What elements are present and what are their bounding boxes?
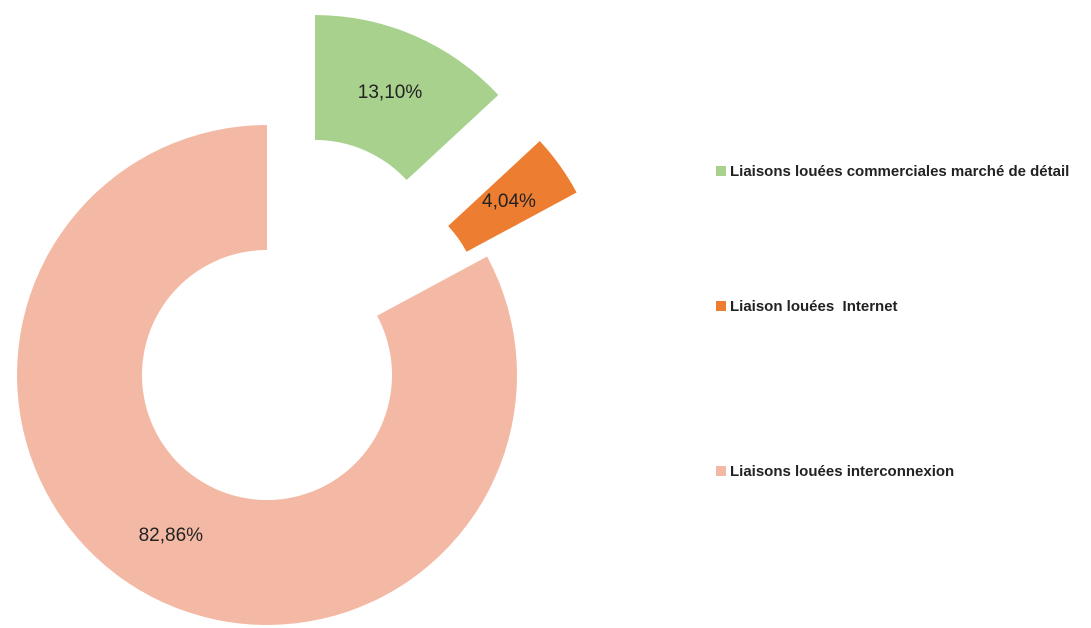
donut-slice bbox=[315, 15, 499, 181]
legend-swatch bbox=[716, 466, 726, 476]
legend-item: Liaison louées Internet bbox=[716, 295, 1086, 319]
legend-item: Liaisons louées interconnexion bbox=[716, 460, 1086, 484]
data-label: 82,86% bbox=[139, 525, 204, 546]
legend-label: Liaison louées Internet bbox=[730, 298, 898, 315]
donut-slice bbox=[17, 125, 518, 625]
legend-label: Liaisons louées commerciales marché de d… bbox=[730, 163, 1070, 180]
legend-swatch bbox=[716, 301, 726, 311]
legend-item: Liaisons louées commerciales marché de d… bbox=[716, 160, 1086, 184]
donut-slice bbox=[448, 141, 577, 252]
donut-area: 13,10% 4,04% 82,86% bbox=[17, 15, 577, 625]
data-label: 4,04% bbox=[482, 191, 536, 212]
legend-label: Liaisons louées interconnexion bbox=[730, 463, 955, 480]
legend-swatch bbox=[716, 166, 726, 176]
data-label: 13,10% bbox=[358, 82, 423, 103]
